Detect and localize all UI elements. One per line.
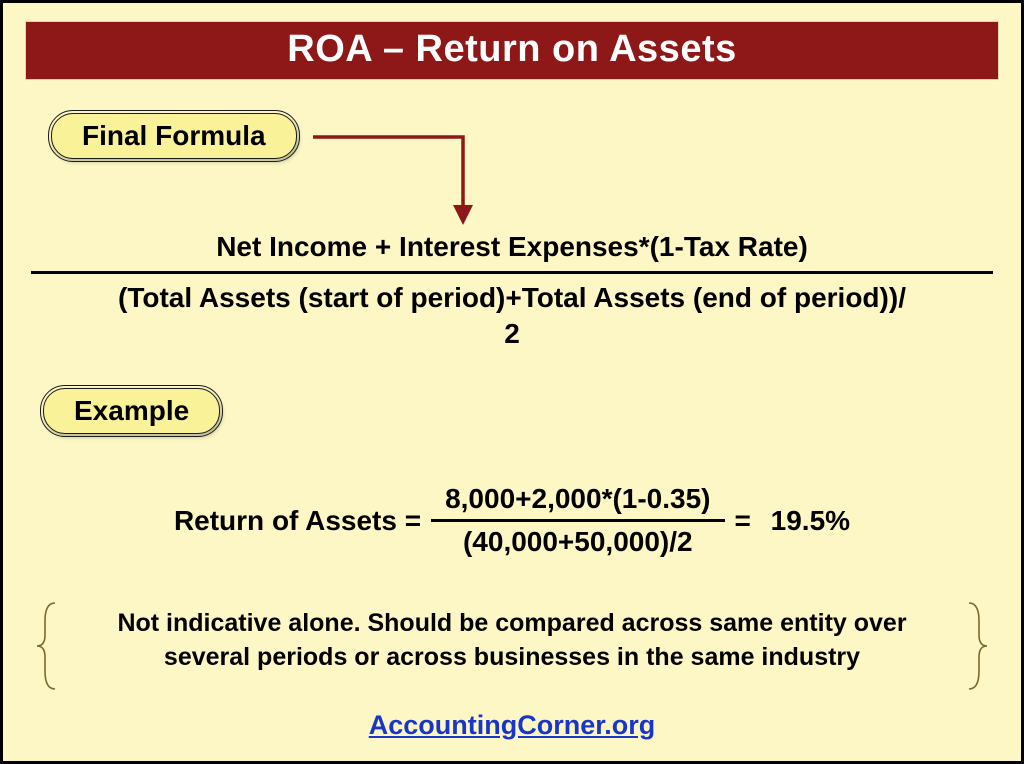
formula-numerator: Net Income + Interest Expenses*(1-Tax Ra…	[31, 231, 993, 269]
example-numerator: 8,000+2,000*(1-0.35)	[431, 483, 724, 519]
example-lhs: Return of Assets =	[174, 505, 421, 537]
page-title: ROA – Return on Assets	[287, 28, 736, 70]
footer-link-line: AccountingCorner.org	[3, 710, 1021, 741]
right-brace-icon	[961, 601, 991, 691]
source-link[interactable]: AccountingCorner.org	[369, 710, 656, 740]
example-denominator: (40,000+50,000)/2	[449, 522, 707, 558]
example-pill: Example	[43, 388, 220, 434]
formula-denominator: (Total Assets (start of period)+Total As…	[31, 280, 993, 353]
formula-denominator-line1: (Total Assets (start of period)+Total As…	[31, 280, 993, 316]
example-equation: Return of Assets = 8,000+2,000*(1-0.35) …	[3, 483, 1021, 558]
note-block: Not indicative alone. Should be compared…	[33, 601, 991, 691]
example-equals: =	[735, 505, 751, 537]
title-bar: ROA – Return on Assets	[25, 21, 999, 80]
final-formula-label: Final Formula	[82, 120, 266, 151]
arrow-icon	[313, 111, 533, 231]
example-result: 19.5%	[771, 505, 850, 537]
example-fraction: 8,000+2,000*(1-0.35) (40,000+50,000)/2	[431, 483, 724, 558]
formula-denominator-line2: 2	[31, 316, 993, 352]
final-formula-pill: Final Formula	[51, 113, 297, 159]
example-label: Example	[74, 395, 189, 426]
note-text: Not indicative alone. Should be compared…	[63, 601, 961, 691]
left-brace-icon	[33, 601, 63, 691]
formula-divider	[31, 271, 993, 274]
main-formula: Net Income + Interest Expenses*(1-Tax Ra…	[31, 231, 993, 353]
